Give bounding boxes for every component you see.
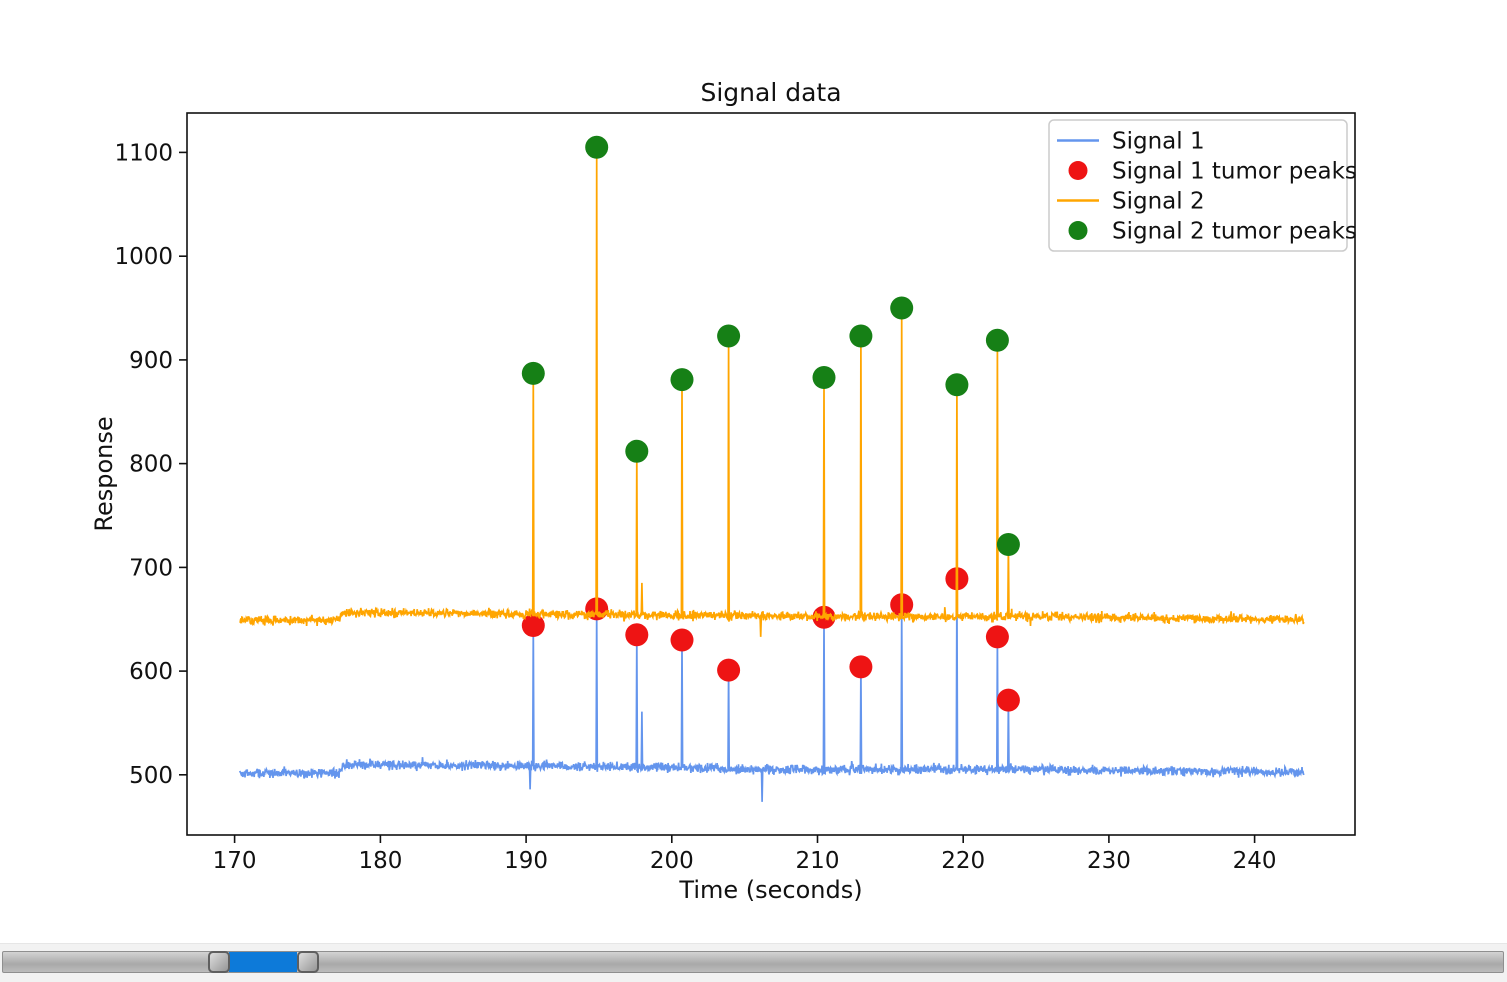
legend-label-signal1-peaks: Signal 1 tumor peaks — [1112, 159, 1357, 185]
svg-text:500: 500 — [129, 763, 173, 789]
svg-text:800: 800 — [129, 452, 173, 478]
legend: Signal 1 Signal 1 tumor peaks Signal 2 S… — [1048, 119, 1357, 252]
svg-text:1100: 1100 — [114, 140, 173, 166]
svg-text:180: 180 — [358, 848, 402, 874]
figure-canvas: 170 180 190 200 210 220 230 240 500 600 700 800 900 1… — [90, 78, 1357, 904]
legend-label-signal2: Signal 2 — [1112, 189, 1205, 215]
x-axis-label: Time (seconds) — [678, 876, 862, 904]
legend-label-signal2-peaks: Signal 2 tumor peaks — [1112, 219, 1357, 245]
svg-text:230: 230 — [1087, 848, 1131, 874]
legend-box — [1048, 119, 1348, 252]
legend-dot-signal2-peaks — [1068, 221, 1088, 240]
scrollbar-range-fill[interactable] — [229, 952, 297, 972]
svg-text:170: 170 — [213, 848, 257, 874]
scrollbar-right-handle[interactable] — [297, 951, 319, 973]
svg-text:190: 190 — [504, 848, 548, 874]
svg-text:220: 220 — [941, 848, 985, 874]
svg-text:900: 900 — [129, 348, 173, 374]
svg-text:600: 600 — [129, 659, 173, 685]
svg-text:210: 210 — [796, 848, 840, 874]
plot-area: 170 180 190 200 210 220 230 240 500 600 700 800 900 1… — [114, 112, 1356, 874]
svg-text:240: 240 — [1233, 848, 1277, 874]
bottom-panel — [0, 943, 1507, 982]
legend-dot-signal1-peaks — [1068, 161, 1088, 180]
scrollbar-left-handle[interactable] — [208, 951, 230, 973]
legend-label-signal1: Signal 1 — [1112, 129, 1205, 155]
y-axis-label: Response — [90, 416, 118, 531]
scrollbar-track[interactable] — [2, 951, 1504, 973]
svg-text:700: 700 — [129, 555, 173, 581]
svg-text:200: 200 — [650, 848, 694, 874]
signal-chart: 170 180 190 200 210 220 230 240 500 600 700 800 900 1… — [90, 78, 1357, 904]
svg-text:1000: 1000 — [114, 244, 173, 270]
chart-title: Signal data — [700, 78, 841, 107]
